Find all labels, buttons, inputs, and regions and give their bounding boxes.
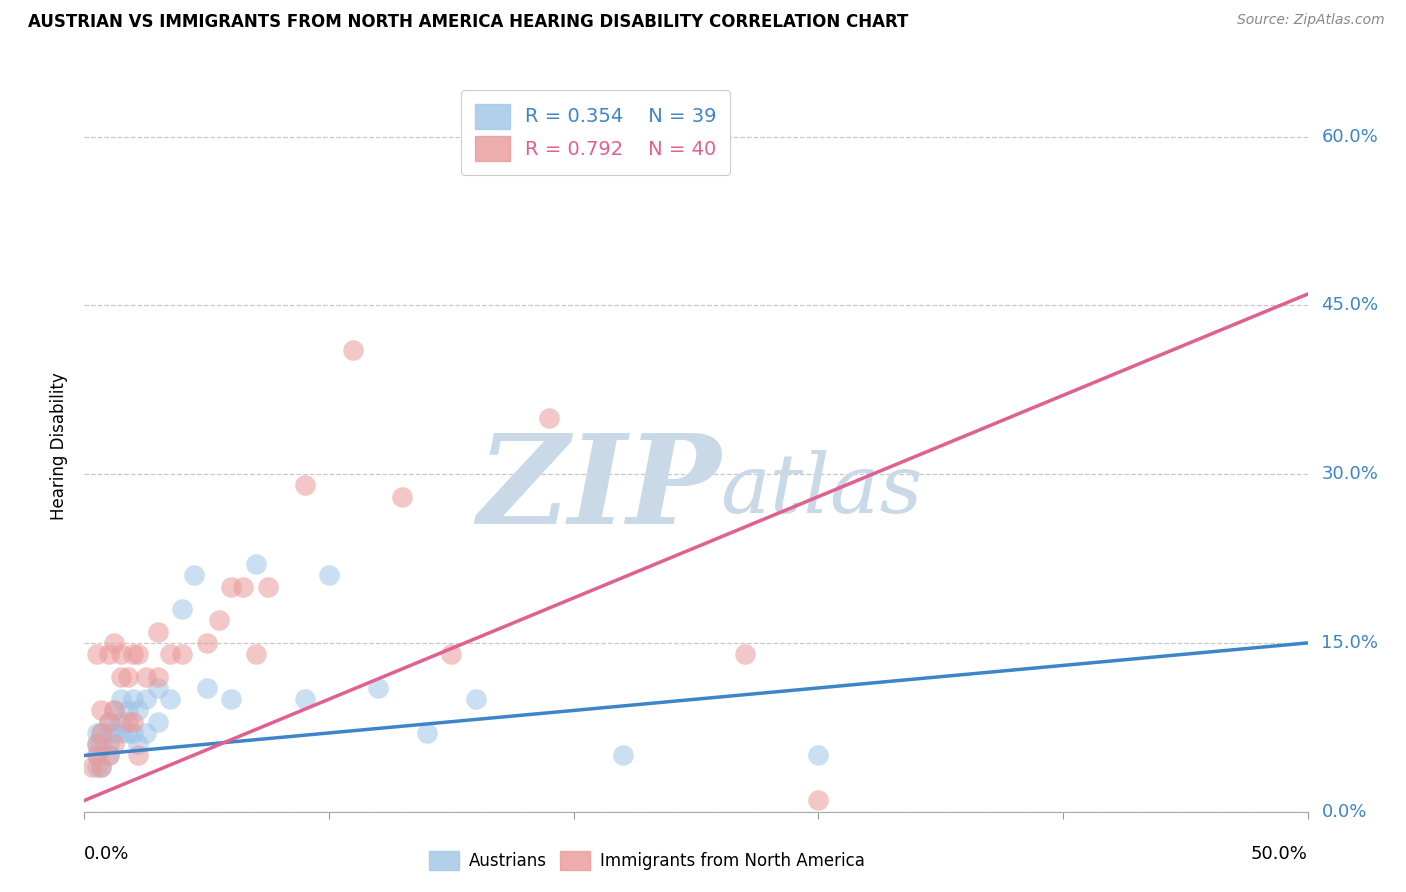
Point bbox=[110, 670, 132, 684]
Point bbox=[117, 670, 139, 684]
Point bbox=[127, 737, 149, 751]
Y-axis label: Hearing Disability: Hearing Disability bbox=[51, 372, 69, 520]
Point bbox=[807, 748, 830, 763]
Point bbox=[135, 670, 157, 684]
Point bbox=[342, 343, 364, 358]
Point bbox=[135, 692, 157, 706]
Point bbox=[391, 490, 413, 504]
Point bbox=[159, 647, 181, 661]
Point bbox=[219, 692, 242, 706]
Text: AUSTRIAN VS IMMIGRANTS FROM NORTH AMERICA HEARING DISABILITY CORRELATION CHART: AUSTRIAN VS IMMIGRANTS FROM NORTH AMERIC… bbox=[28, 13, 908, 31]
Point bbox=[612, 129, 634, 144]
Point bbox=[612, 748, 634, 763]
Point bbox=[127, 748, 149, 763]
Point bbox=[110, 692, 132, 706]
Point bbox=[86, 737, 108, 751]
Point bbox=[146, 681, 169, 695]
Point bbox=[103, 703, 125, 717]
Point bbox=[110, 647, 132, 661]
Point bbox=[146, 714, 169, 729]
Point bbox=[97, 748, 120, 763]
Point bbox=[90, 726, 112, 740]
Point bbox=[146, 670, 169, 684]
Point bbox=[86, 737, 108, 751]
Point bbox=[103, 726, 125, 740]
Point bbox=[122, 714, 145, 729]
Point bbox=[127, 703, 149, 717]
Point bbox=[90, 760, 112, 774]
Text: 0.0%: 0.0% bbox=[1322, 803, 1367, 821]
Legend: Austrians, Immigrants from North America: Austrians, Immigrants from North America bbox=[422, 844, 872, 877]
Point bbox=[538, 410, 561, 425]
Point bbox=[103, 636, 125, 650]
Point bbox=[97, 748, 120, 763]
Point bbox=[159, 692, 181, 706]
Point bbox=[103, 737, 125, 751]
Point bbox=[86, 647, 108, 661]
Point bbox=[80, 760, 103, 774]
Point bbox=[318, 568, 340, 582]
Point bbox=[97, 647, 120, 661]
Point bbox=[219, 580, 242, 594]
Point bbox=[90, 760, 112, 774]
Point bbox=[257, 580, 280, 594]
Point bbox=[294, 478, 316, 492]
Point bbox=[294, 692, 316, 706]
Point bbox=[110, 714, 132, 729]
Point bbox=[245, 647, 267, 661]
Point bbox=[464, 692, 486, 706]
Point bbox=[103, 703, 125, 717]
Point bbox=[90, 703, 112, 717]
Point bbox=[440, 647, 463, 661]
Point bbox=[117, 726, 139, 740]
Point bbox=[86, 748, 108, 763]
Point bbox=[416, 726, 439, 740]
Point bbox=[734, 647, 756, 661]
Point bbox=[127, 647, 149, 661]
Point bbox=[232, 580, 254, 594]
Point bbox=[117, 703, 139, 717]
Point bbox=[86, 760, 108, 774]
Point bbox=[146, 624, 169, 639]
Point bbox=[117, 714, 139, 729]
Point bbox=[97, 726, 120, 740]
Text: 60.0%: 60.0% bbox=[1322, 128, 1378, 145]
Text: 0.0%: 0.0% bbox=[84, 845, 129, 863]
Text: 30.0%: 30.0% bbox=[1322, 465, 1378, 483]
Text: ZIP: ZIP bbox=[477, 429, 720, 550]
Point bbox=[195, 636, 218, 650]
Point bbox=[122, 726, 145, 740]
Point bbox=[208, 614, 231, 628]
Point bbox=[122, 692, 145, 706]
Text: Source: ZipAtlas.com: Source: ZipAtlas.com bbox=[1237, 13, 1385, 28]
Point bbox=[183, 568, 205, 582]
Point bbox=[97, 714, 120, 729]
Point bbox=[367, 681, 389, 695]
Point bbox=[86, 748, 108, 763]
Point bbox=[90, 737, 112, 751]
Point bbox=[90, 726, 112, 740]
Text: 50.0%: 50.0% bbox=[1251, 845, 1308, 863]
Point bbox=[195, 681, 218, 695]
Point bbox=[245, 557, 267, 571]
Point bbox=[122, 647, 145, 661]
Point bbox=[86, 726, 108, 740]
Text: 45.0%: 45.0% bbox=[1322, 296, 1379, 314]
Text: atlas: atlas bbox=[720, 450, 922, 530]
Point bbox=[172, 647, 194, 661]
Point bbox=[172, 602, 194, 616]
Point bbox=[807, 793, 830, 807]
Text: 15.0%: 15.0% bbox=[1322, 634, 1378, 652]
Point bbox=[97, 737, 120, 751]
Point bbox=[135, 726, 157, 740]
Point bbox=[97, 714, 120, 729]
Point bbox=[110, 726, 132, 740]
